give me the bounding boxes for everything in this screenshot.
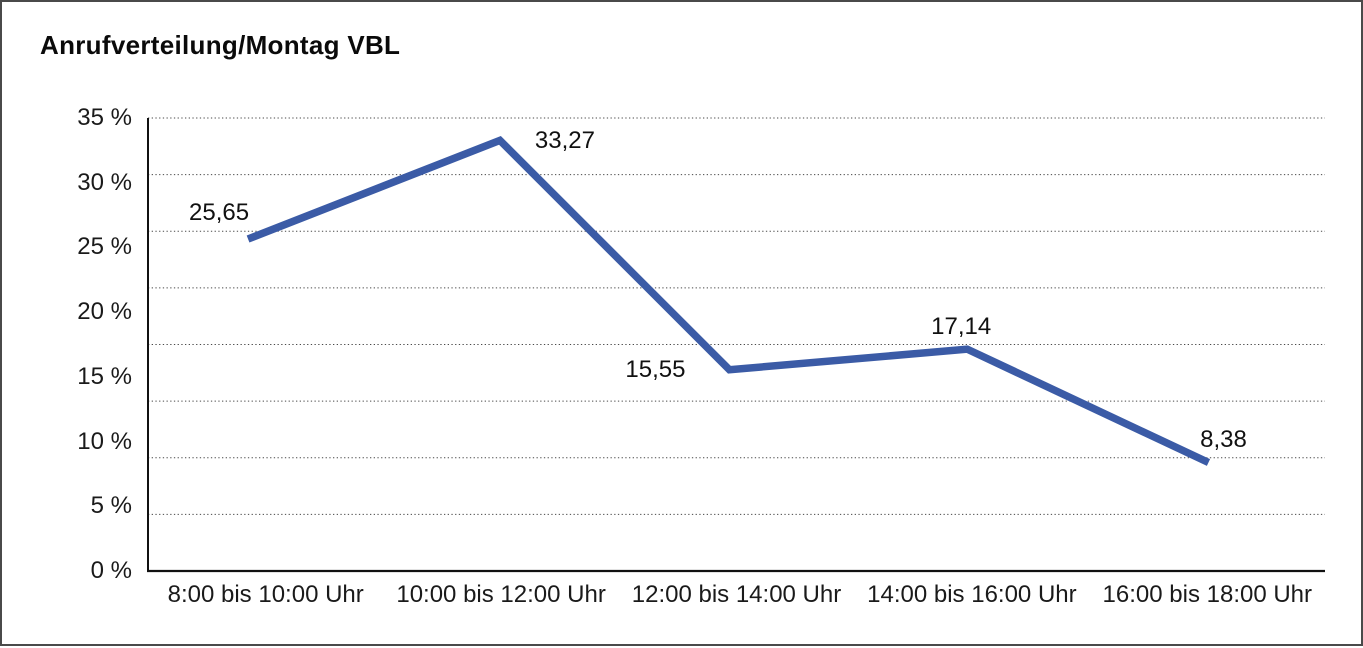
data-series-line xyxy=(246,136,1211,466)
chart-title: Anrufverteilung/Montag VBL xyxy=(40,30,401,60)
x-tick-label: 14:00 bis 16:00 Uhr xyxy=(867,581,1077,608)
y-tick-label: 35 % xyxy=(77,104,132,131)
y-tick-label: 20 % xyxy=(77,298,132,326)
data-value-label: 17,14 xyxy=(931,313,992,341)
x-tick-label: 10:00 bis 12:00 Uhr xyxy=(396,581,606,608)
data-value-label: 33,27 xyxy=(534,127,595,155)
y-tick-label: 25 % xyxy=(77,233,132,261)
y-tick-label: 0 % xyxy=(90,557,132,584)
data-value-label: 8,38 xyxy=(1200,425,1247,453)
x-tick-label: 16:00 bis 18:00 Uhr xyxy=(1102,581,1313,608)
y-tick-label: 15 % xyxy=(77,362,132,390)
data-value-label: 15,55 xyxy=(625,355,686,383)
y-tick-label: 5 % xyxy=(90,492,132,520)
y-tick-label: 30 % xyxy=(77,168,132,196)
data-value-label: 25,65 xyxy=(189,199,250,227)
x-tick-label: 12:00 bis 14:00 Uhr xyxy=(631,581,842,608)
y-tick-label: 10 % xyxy=(77,427,132,455)
x-tick-label: 8:00 bis 10:00 Uhr xyxy=(167,581,364,608)
